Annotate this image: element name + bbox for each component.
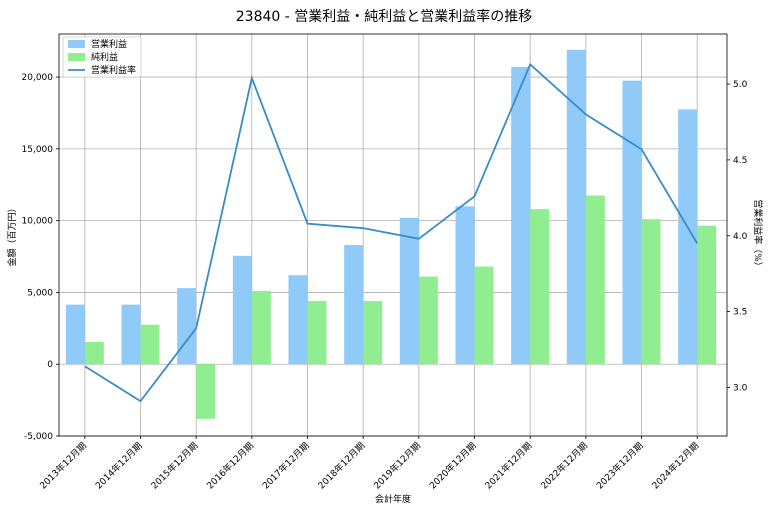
x-tick-label: 2019年12月期 (371, 440, 423, 492)
bar-net-profit (530, 209, 550, 365)
x-tick-label: 2015年12月期 (148, 440, 200, 492)
y2-tick-label: 3.5 (733, 308, 747, 318)
x-tick-label: 2018年12月期 (315, 440, 367, 492)
y-tick-label: 10,000 (22, 217, 54, 227)
x-tick-label: 2024年12月期 (649, 440, 701, 492)
bar-net-profit (585, 195, 605, 365)
bar-operating-profit (455, 206, 475, 365)
bar-net-profit (140, 324, 160, 365)
bar-net-profit (474, 266, 494, 365)
bar-net-profit (84, 341, 104, 365)
x-tick-label: 2016年12月期 (204, 440, 256, 492)
x-tick-label: 2023年12月期 (594, 440, 646, 492)
x-tick-label: 2013年12月期 (37, 440, 89, 492)
y-tick-label: 0 (47, 360, 53, 370)
bar-operating-profit (566, 49, 586, 365)
y2-tick-label: 3.0 (733, 383, 748, 393)
x-tick-label: 2014年12月期 (93, 440, 145, 492)
chart-title: 23840 - 営業利益・純利益と営業利益率の推移 (236, 8, 533, 25)
y2-tick-label: 5.0 (733, 80, 748, 90)
bar-net-profit (196, 364, 216, 419)
bar-operating-profit (65, 304, 85, 365)
legend-label: 純利益 (91, 51, 118, 63)
x-tick-label: 2020年12月期 (427, 440, 479, 492)
y2-tick-label: 4.5 (733, 156, 747, 166)
margin-line (84, 62, 698, 403)
legend-label: 営業利益 (91, 38, 127, 50)
y-tick-label: -5,000 (24, 432, 53, 442)
bars (65, 49, 717, 419)
bar-net-profit (251, 290, 271, 365)
bar-net-profit (641, 219, 661, 365)
bar-operating-profit (511, 67, 531, 365)
bar-operating-profit (121, 304, 141, 365)
bar-operating-profit (232, 255, 252, 365)
legend-label: 営業利益率 (91, 64, 136, 76)
bar-net-profit (307, 301, 327, 365)
bar-operating-profit (678, 109, 698, 365)
y-axis-label: 金額（百万円） (6, 203, 18, 266)
bar-operating-profit (622, 80, 642, 365)
y-axis-right: 3.0 3.5 4.0 4.5 5.0 (727, 80, 748, 393)
plot-frame (58, 33, 728, 437)
x-axis-label: 会計年度 (375, 493, 411, 505)
bar-net-profit (697, 225, 717, 365)
y2-axis-label: 営業利益率（%） (752, 199, 764, 271)
bar-operating-profit (399, 217, 419, 365)
y-tick-label: 5,000 (27, 288, 53, 298)
y-tick-label: 20,000 (22, 73, 54, 83)
legend-swatch (68, 53, 85, 61)
x-tick-label: 2021年12月期 (482, 440, 534, 492)
bar-operating-profit (344, 245, 364, 365)
line-operating-margin (84, 62, 698, 403)
x-tick-label: 2017年12月期 (260, 440, 312, 492)
bar-operating-profit (177, 288, 197, 365)
x-tick-label: 2022年12月期 (538, 440, 590, 492)
x-axis: 2013年12月期 2014年12月期 2015年12月期 2016年12月期 2017… (37, 436, 701, 492)
bar-operating-profit (288, 275, 308, 365)
legend-swatch (68, 40, 85, 48)
y-axis-left: -5,000 0 5,000 10,000 15,000 20,000 (22, 73, 59, 442)
y2-tick-label: 4.0 (733, 232, 748, 242)
bar-net-profit (363, 301, 383, 365)
bar-net-profit (418, 276, 438, 365)
y-tick-label: 15,000 (22, 145, 54, 155)
